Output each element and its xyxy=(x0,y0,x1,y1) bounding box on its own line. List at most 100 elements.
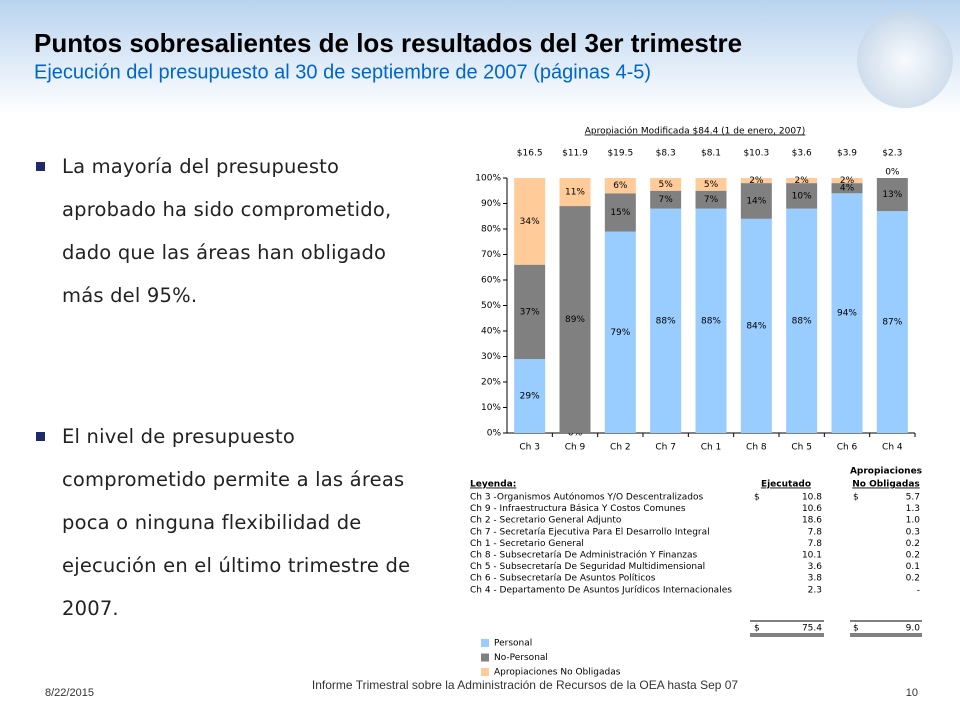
data-label: 11% xyxy=(565,188,585,198)
total-label: $19.5 xyxy=(607,149,633,159)
page-number: 10 xyxy=(906,687,918,699)
total-label: $8.3 xyxy=(656,149,676,159)
y-tick-label: 70% xyxy=(481,250,501,260)
currency: $ xyxy=(754,493,760,503)
data-label: 79% xyxy=(610,328,630,338)
y-tick-label: 80% xyxy=(481,225,501,235)
data-label: 6% xyxy=(613,181,628,191)
cell-no-obligadas: 1.0 xyxy=(906,516,921,526)
bar-segment xyxy=(650,208,682,433)
bar-segment xyxy=(740,183,772,219)
y-tick-label: 60% xyxy=(481,276,501,286)
bullet-text: La mayoría del presupuesto aprobado ha s… xyxy=(62,155,392,307)
col-header: No Obligadas xyxy=(852,480,920,490)
data-label: 89% xyxy=(565,315,585,325)
cell-ejecutado: 3.6 xyxy=(808,562,823,572)
legend-label: Apropiaciones No Obligadas xyxy=(494,668,621,678)
cell-no-obligadas: 1.3 xyxy=(906,504,920,514)
y-tick-label: 0% xyxy=(487,429,502,439)
data-label: 84% xyxy=(746,321,766,331)
y-tick-label: 30% xyxy=(481,352,501,362)
bar-segment xyxy=(695,208,727,433)
cell-ejecutado: 3.8 xyxy=(808,574,823,584)
currency: $ xyxy=(853,493,859,503)
bar-segment xyxy=(740,178,772,184)
bullet-marker xyxy=(36,432,45,441)
bar-segment xyxy=(650,190,682,209)
data-label: 88% xyxy=(701,316,721,326)
y-tick-label: 40% xyxy=(481,327,501,337)
data-label: 13% xyxy=(882,190,902,200)
x-tick-label: Ch 4 xyxy=(882,443,903,453)
x-tick-label: Ch 9 xyxy=(565,443,586,453)
footer-text: Informe Trimestral sobre la Administraci… xyxy=(312,678,739,692)
data-label: 7% xyxy=(704,195,719,205)
y-tick-label: 10% xyxy=(481,403,501,413)
cell-ejecutado: 10.1 xyxy=(802,551,822,561)
row-label: Ch 7 - Secretaría Ejecutiva Para El Desa… xyxy=(470,527,710,537)
cell-no-obligadas: 0.2 xyxy=(906,574,920,584)
x-tick-label: Ch 5 xyxy=(791,443,812,453)
row-label: Ch 5 - Subsecretaría De Seguridad Multid… xyxy=(470,562,705,572)
bar-segment xyxy=(604,193,636,232)
data-label: 7% xyxy=(659,195,674,205)
total-no-obligadas: 9.0 xyxy=(906,624,921,634)
bar-segment xyxy=(650,178,682,191)
bullet-text: El nivel de presupuesto comprometido per… xyxy=(62,425,411,620)
bar-segment xyxy=(559,178,591,207)
data-label: 4% xyxy=(840,184,855,194)
bar-segment xyxy=(514,359,546,433)
bullet-marker xyxy=(36,162,45,171)
cell-ejecutado: 7.8 xyxy=(808,527,823,537)
total-label: $16.5 xyxy=(517,149,543,159)
data-label: 2% xyxy=(749,176,764,186)
total-label: $2.3 xyxy=(882,149,902,159)
y-tick-label: 100% xyxy=(475,174,501,184)
cell-ejecutado: 2.3 xyxy=(808,585,822,595)
bar-segment xyxy=(786,183,818,209)
row-label: Ch 4 - Departamento De Asuntos Jurídicos… xyxy=(470,585,732,595)
y-tick-label: 50% xyxy=(481,301,501,311)
row-label: Ch 2 - Secretario General Adjunto xyxy=(470,516,622,526)
total-ejecutado: 75.4 xyxy=(802,624,822,634)
data-label: 29% xyxy=(520,392,540,402)
cell-no-obligadas: 0.3 xyxy=(906,527,920,537)
legend-swatch xyxy=(481,653,489,662)
bar-segment xyxy=(604,231,636,433)
data-label: 2% xyxy=(840,176,855,186)
row-label: Ch 3 -Organismos Autónomos Y/O Descentra… xyxy=(470,492,703,503)
bar-segment xyxy=(695,190,727,209)
total-label: $3.9 xyxy=(837,149,857,159)
x-tick-label: Ch 3 xyxy=(519,443,540,453)
bar-segment xyxy=(876,211,908,433)
total-label: $3.6 xyxy=(792,149,812,159)
row-label: Ch 8 - Subsecretaría De Administración Y… xyxy=(470,550,698,561)
bar-segment xyxy=(740,218,772,433)
cell-no-obligadas: 0.2 xyxy=(906,551,920,561)
legend-label: Personal xyxy=(494,639,532,649)
row-label: Ch 9 - Infraestructura Básica Y Costos C… xyxy=(470,504,686,514)
data-label: 5% xyxy=(704,180,719,190)
cell-ejecutado: 7.8 xyxy=(808,539,823,549)
data-label: 94% xyxy=(837,309,857,319)
cell-no-obligadas: 0.1 xyxy=(906,562,920,572)
bar-segment xyxy=(876,178,908,212)
data-label: 37% xyxy=(520,307,540,317)
data-label: 5% xyxy=(659,180,674,190)
x-tick-label: Ch 6 xyxy=(837,443,858,453)
data-label: 87% xyxy=(882,318,902,328)
bar-segment xyxy=(604,178,636,194)
data-label: 10% xyxy=(792,191,812,201)
bar-segment xyxy=(786,208,818,433)
subtitle: Ejecución del presupuesto al 30 de septi… xyxy=(34,61,651,83)
bar-segment xyxy=(514,178,546,265)
cell-no-obligadas: 0.2 xyxy=(906,539,920,549)
title: Puntos sobresalientes de los resultados … xyxy=(34,28,742,58)
header-band xyxy=(0,0,960,115)
cell-no-obligadas: - xyxy=(917,585,920,595)
bar-segment xyxy=(559,206,591,433)
currency: $ xyxy=(853,624,859,634)
chart-annotation: Apropiación Modificada $84.4 (1 de enero… xyxy=(585,126,806,137)
